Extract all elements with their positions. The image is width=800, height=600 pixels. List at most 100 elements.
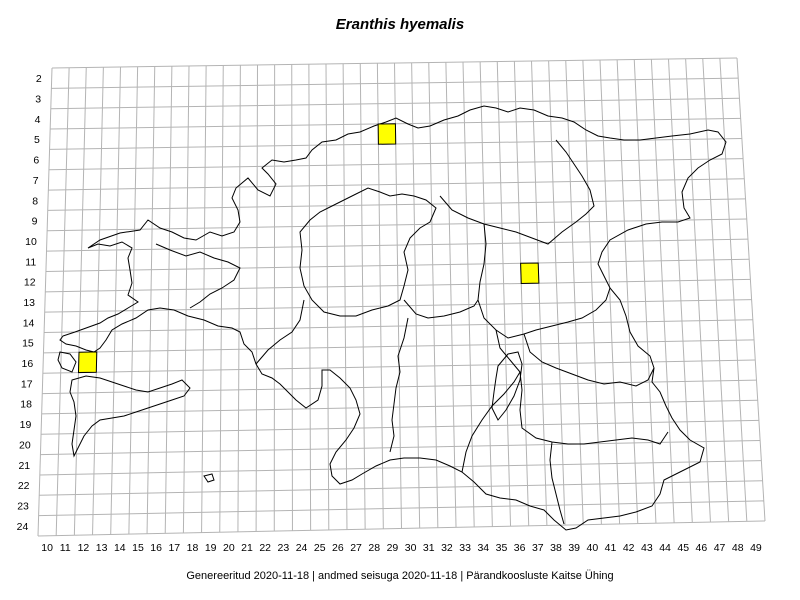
row-label: 16 bbox=[21, 358, 33, 370]
county-border bbox=[389, 317, 409, 453]
grid-line-horizontal bbox=[51, 77, 739, 89]
column-label: 32 bbox=[441, 542, 453, 554]
row-label: 23 bbox=[17, 500, 29, 512]
column-label: 42 bbox=[623, 542, 635, 554]
column-label: 35 bbox=[496, 542, 508, 554]
column-label: 16 bbox=[150, 542, 162, 554]
grid-line-horizontal bbox=[50, 97, 740, 110]
map-title: Eranthis hyemalis bbox=[335, 16, 465, 33]
grid-line-vertical bbox=[164, 66, 173, 534]
grid-line-horizontal bbox=[39, 480, 763, 496]
column-label: 10 bbox=[41, 542, 53, 554]
row-label: 11 bbox=[25, 256, 36, 268]
column-labels: 10 11 12 13 14 15 16 17 18 19 20 21 22 23 24 25 26 27 28 29… bbox=[41, 542, 762, 554]
grid-line-vertical bbox=[719, 58, 748, 522]
grid-line-vertical bbox=[582, 60, 602, 525]
county-border bbox=[299, 187, 437, 317]
row-label: 19 bbox=[20, 419, 32, 431]
map-footer: Genereeritud 2020-11-18 | andmed seisuga… bbox=[186, 570, 614, 582]
grid-line-vertical bbox=[342, 63, 348, 530]
grid-line-horizontal bbox=[48, 178, 745, 191]
grid-line-vertical bbox=[146, 66, 156, 534]
column-label: 38 bbox=[550, 542, 562, 554]
column-label: 11 bbox=[60, 542, 71, 554]
column-label: 46 bbox=[696, 542, 708, 554]
grid-line-horizontal bbox=[38, 500, 764, 517]
column-label: 31 bbox=[423, 542, 435, 554]
column-label: 45 bbox=[677, 542, 689, 554]
grid-line-vertical bbox=[219, 65, 224, 533]
county-border bbox=[439, 139, 595, 245]
county-border bbox=[523, 333, 655, 387]
column-label: 37 bbox=[532, 542, 544, 554]
column-label: 47 bbox=[714, 542, 726, 554]
grid-line-vertical bbox=[513, 61, 530, 526]
grid-line-vertical bbox=[685, 58, 711, 523]
grid-line-horizontal bbox=[39, 460, 762, 476]
grid-line-vertical bbox=[650, 59, 675, 523]
grid-line-vertical bbox=[702, 58, 730, 522]
county-border bbox=[495, 329, 669, 445]
column-label: 14 bbox=[114, 542, 126, 554]
grid-line-vertical bbox=[428, 62, 439, 528]
grid-line-vertical bbox=[255, 64, 258, 532]
grid-line-horizontal bbox=[48, 158, 744, 171]
occurrence-cell bbox=[520, 262, 540, 284]
column-label: 48 bbox=[732, 542, 744, 554]
county-border bbox=[403, 299, 479, 319]
grid-line-vertical bbox=[182, 65, 190, 534]
grid-line-vertical bbox=[462, 61, 475, 528]
county-border bbox=[255, 299, 305, 365]
county-border bbox=[477, 223, 611, 339]
grid-line-horizontal bbox=[40, 439, 761, 456]
grid-line-vertical bbox=[128, 66, 139, 535]
grid-line-horizontal bbox=[45, 278, 751, 293]
map-grid bbox=[37, 57, 766, 537]
grid-line-vertical bbox=[479, 61, 493, 527]
grid-line-vertical bbox=[565, 60, 584, 525]
row-label: 20 bbox=[19, 439, 31, 451]
column-label: 25 bbox=[314, 542, 326, 554]
column-label: 29 bbox=[387, 542, 399, 554]
grid-line-horizontal bbox=[51, 57, 738, 69]
column-label: 40 bbox=[586, 542, 598, 554]
row-label: 5 bbox=[34, 134, 40, 146]
grid-line-vertical bbox=[110, 66, 121, 535]
grid-line-vertical bbox=[633, 59, 657, 524]
row-label: 13 bbox=[23, 297, 35, 309]
occurrence-cell bbox=[377, 123, 397, 145]
grid-line-horizontal bbox=[42, 379, 757, 395]
row-label: 9 bbox=[32, 216, 38, 228]
row-label: 2 bbox=[36, 73, 42, 85]
grid-line-vertical bbox=[37, 67, 53, 537]
row-label: 21 bbox=[18, 460, 30, 472]
grid-line-horizontal bbox=[41, 399, 758, 415]
grid-line-vertical bbox=[445, 62, 457, 528]
grid-line-vertical bbox=[599, 59, 621, 525]
column-label: 18 bbox=[187, 542, 199, 554]
coastal-detail bbox=[155, 243, 241, 309]
column-label: 24 bbox=[296, 542, 308, 554]
county-border bbox=[549, 441, 565, 525]
column-label: 30 bbox=[405, 542, 417, 554]
row-label: 8 bbox=[32, 195, 38, 207]
row-label: 24 bbox=[17, 521, 29, 533]
column-label: 17 bbox=[168, 542, 180, 554]
grid-line-horizontal bbox=[41, 419, 759, 435]
grid-line-vertical bbox=[308, 64, 312, 531]
row-label: 4 bbox=[35, 114, 41, 126]
country-outline bbox=[59, 105, 727, 531]
column-label: 39 bbox=[568, 542, 580, 554]
row-label: 14 bbox=[23, 317, 35, 329]
grid-line-vertical bbox=[411, 62, 421, 529]
column-label: 12 bbox=[78, 542, 90, 554]
column-label: 44 bbox=[659, 542, 671, 554]
grid-line-vertical bbox=[237, 65, 241, 532]
row-label: 17 bbox=[21, 378, 33, 390]
row-label: 18 bbox=[20, 399, 32, 411]
column-label: 36 bbox=[514, 542, 526, 554]
grid-line-vertical bbox=[668, 58, 693, 523]
column-label: 33 bbox=[459, 542, 471, 554]
small-island-outline bbox=[203, 473, 215, 483]
